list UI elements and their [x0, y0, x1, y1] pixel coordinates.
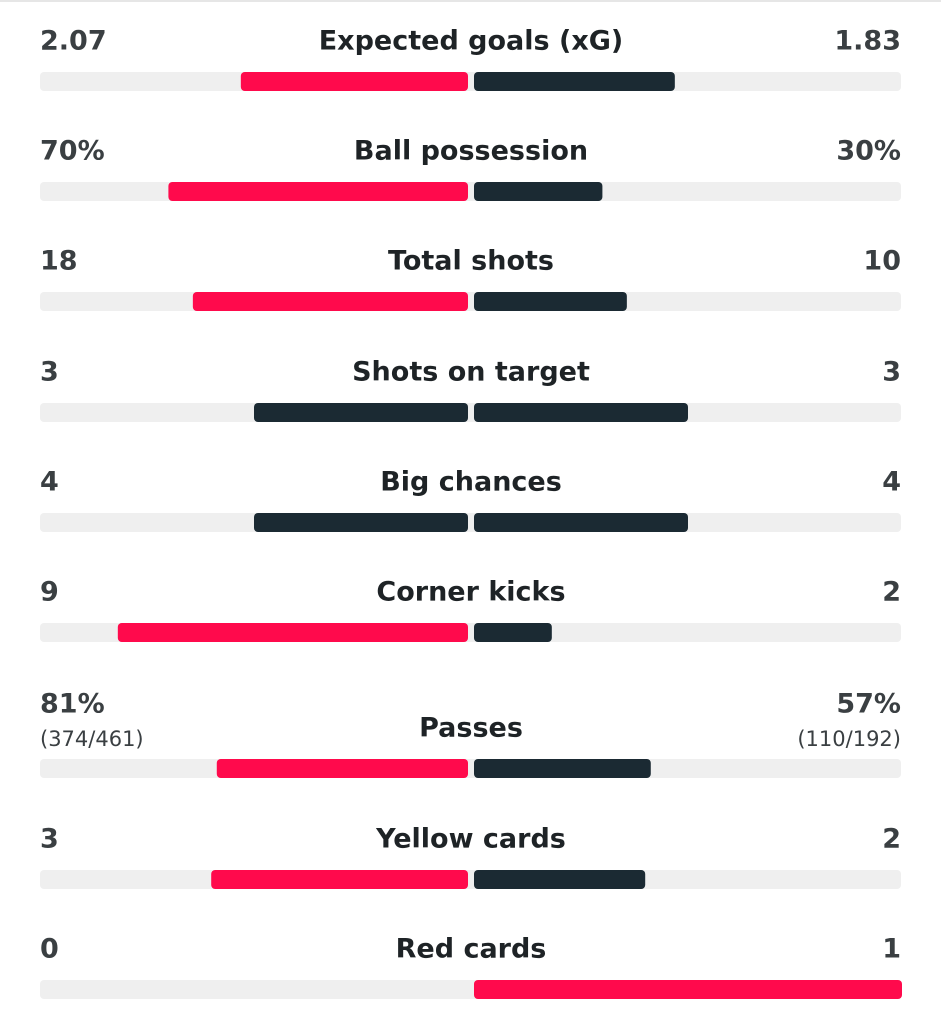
home-value: 70%	[40, 136, 105, 167]
away-value: 10	[863, 246, 901, 277]
bar-track	[40, 870, 901, 889]
home-bar	[168, 182, 468, 201]
away-bar	[474, 292, 627, 311]
away-value: 1	[882, 934, 901, 965]
bar-track	[40, 72, 901, 91]
stat-label: Shots on target	[352, 357, 590, 388]
away-bar	[474, 759, 651, 778]
away-bar	[474, 403, 688, 422]
home-bar	[254, 403, 468, 422]
away-value: 30%	[836, 136, 901, 167]
home-bar	[211, 870, 468, 889]
home-value: 2.07	[40, 26, 107, 57]
away-bar	[474, 980, 902, 999]
away-bar	[474, 870, 646, 889]
home-bar	[117, 623, 469, 642]
bar-track	[40, 292, 901, 311]
home-bar	[254, 513, 468, 532]
home-value: 0	[40, 934, 59, 965]
away-value: 3	[882, 357, 901, 388]
home-value: 81%	[40, 689, 105, 720]
away-bar	[474, 72, 675, 91]
bar-track	[40, 403, 901, 422]
away-detail: (110/192)	[797, 727, 901, 751]
away-value: 1.83	[834, 26, 901, 57]
home-value: 18	[40, 246, 78, 277]
away-bar	[474, 513, 688, 532]
home-value: 9	[40, 577, 59, 608]
away-value: 4	[882, 467, 901, 498]
home-value: 3	[40, 357, 59, 388]
stat-label: Total shots	[388, 246, 554, 277]
away-bar	[474, 182, 603, 201]
bar-track	[40, 759, 901, 778]
stat-label: Ball possession	[354, 136, 588, 167]
away-bar	[474, 623, 552, 642]
home-bar	[216, 759, 468, 778]
home-bar	[192, 292, 468, 311]
home-value: 4	[40, 467, 59, 498]
away-value: 2	[882, 824, 901, 855]
home-value: 3	[40, 824, 59, 855]
stat-label: Red cards	[396, 934, 547, 965]
bar-track	[40, 513, 901, 532]
stat-label: Expected goals (xG)	[319, 26, 624, 57]
stat-label: Passes	[419, 713, 523, 744]
stat-label: Big chances	[380, 467, 562, 498]
stat-label: Yellow cards	[375, 824, 566, 855]
home-bar	[240, 72, 468, 91]
home-detail: (374/461)	[40, 727, 144, 751]
away-value: 2	[882, 577, 901, 608]
stat-label: Corner kicks	[376, 577, 565, 608]
away-value: 57%	[836, 689, 901, 720]
